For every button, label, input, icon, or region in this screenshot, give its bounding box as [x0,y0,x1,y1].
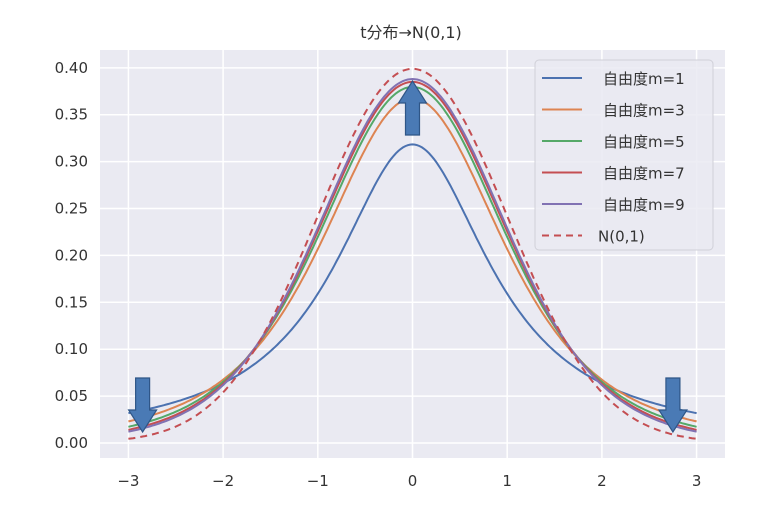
x-tick-label: 1 [502,472,512,490]
legend-label: 自由度m=5 [603,133,685,151]
x-tick-label: −1 [307,472,329,490]
legend-box [534,59,714,251]
y-tick-label: 0.25 [55,200,88,218]
x-tick-label: −3 [117,472,139,490]
legend-label: 自由度m=3 [603,102,685,120]
legend-label: N(0,1) [598,228,645,246]
series-line-4 [128,77,697,433]
x-tick-label: 3 [692,472,702,490]
x-tick-label: −2 [212,472,234,490]
arrow-down-icon [657,377,689,434]
y-tick-label: 0.00 [55,434,88,452]
arrow-up-icon [397,79,428,136]
y-tick-label: 0.35 [55,106,88,124]
arrow-down-icon [127,377,158,434]
y-tick-label: 0.20 [55,246,88,264]
legend-label: 自由度m=7 [603,165,685,183]
x-tick-label: 0 [408,472,418,490]
y-tick-label: 0.30 [55,153,88,171]
legend: 自由度m=1 自由度m=3 自由度m=5 自由度m=7 自由度m=9 N(0,1) [534,59,714,251]
x-tick-label: 2 [597,472,607,490]
y-tick-label: 0.10 [55,340,88,358]
legend-label: 自由度m=1 [603,70,685,88]
legend-label: 自由度m=9 [603,196,685,214]
y-tick-label: 0.40 [55,59,88,77]
chart-title: t分布→N(0,1) [360,23,462,42]
y-tick-label: 0.15 [55,293,88,311]
y-tick-label: 0.05 [55,387,88,405]
